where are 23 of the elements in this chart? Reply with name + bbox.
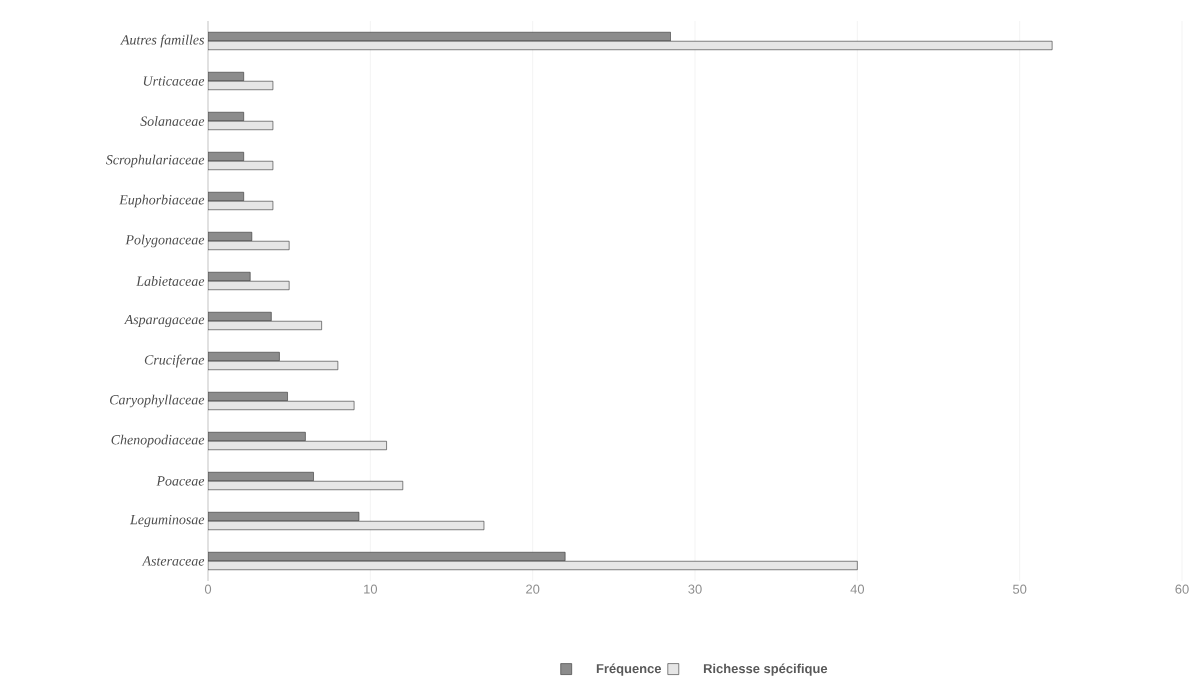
- x-tick-label: 20: [526, 584, 540, 594]
- y-tick-label: Polygonaceae: [125, 234, 205, 248]
- y-tick-label: Scrophulariaceae: [105, 154, 205, 168]
- y-tick-label: Autres familles: [120, 34, 205, 48]
- x-tick-label: 0: [204, 584, 212, 594]
- y-tick-label: Asteraceae: [141, 556, 205, 566]
- y-tick-label: Urticaceae: [143, 76, 205, 86]
- x-tick-label: 50: [1012, 584, 1027, 594]
- y-tick-label: Leguminosae: [129, 514, 205, 528]
- y-tick-label: Solanaceae: [140, 116, 205, 126]
- y-tick-label: Euphorbiaceae: [119, 194, 205, 208]
- y-tick-label: Labietaceae: [136, 276, 205, 286]
- x-tick-label: 10: [364, 584, 378, 594]
- x-tick-label: 40: [850, 584, 865, 594]
- y-tick-label: Asparagaceae: [123, 314, 205, 328]
- legend-label: Richesse spécifique: [703, 663, 828, 676]
- y-tick-label: Chenopodiaceae: [111, 434, 205, 448]
- x-tick-label: 60: [1175, 584, 1189, 594]
- x-tick-label: 30: [688, 584, 702, 594]
- legend-label: Fréquence: [596, 663, 662, 676]
- y-tick-label: Caryophyllaceae: [109, 394, 205, 408]
- y-tick-label: Cruciferae: [144, 354, 205, 368]
- y-tick-label: Poaceae: [156, 476, 205, 486]
